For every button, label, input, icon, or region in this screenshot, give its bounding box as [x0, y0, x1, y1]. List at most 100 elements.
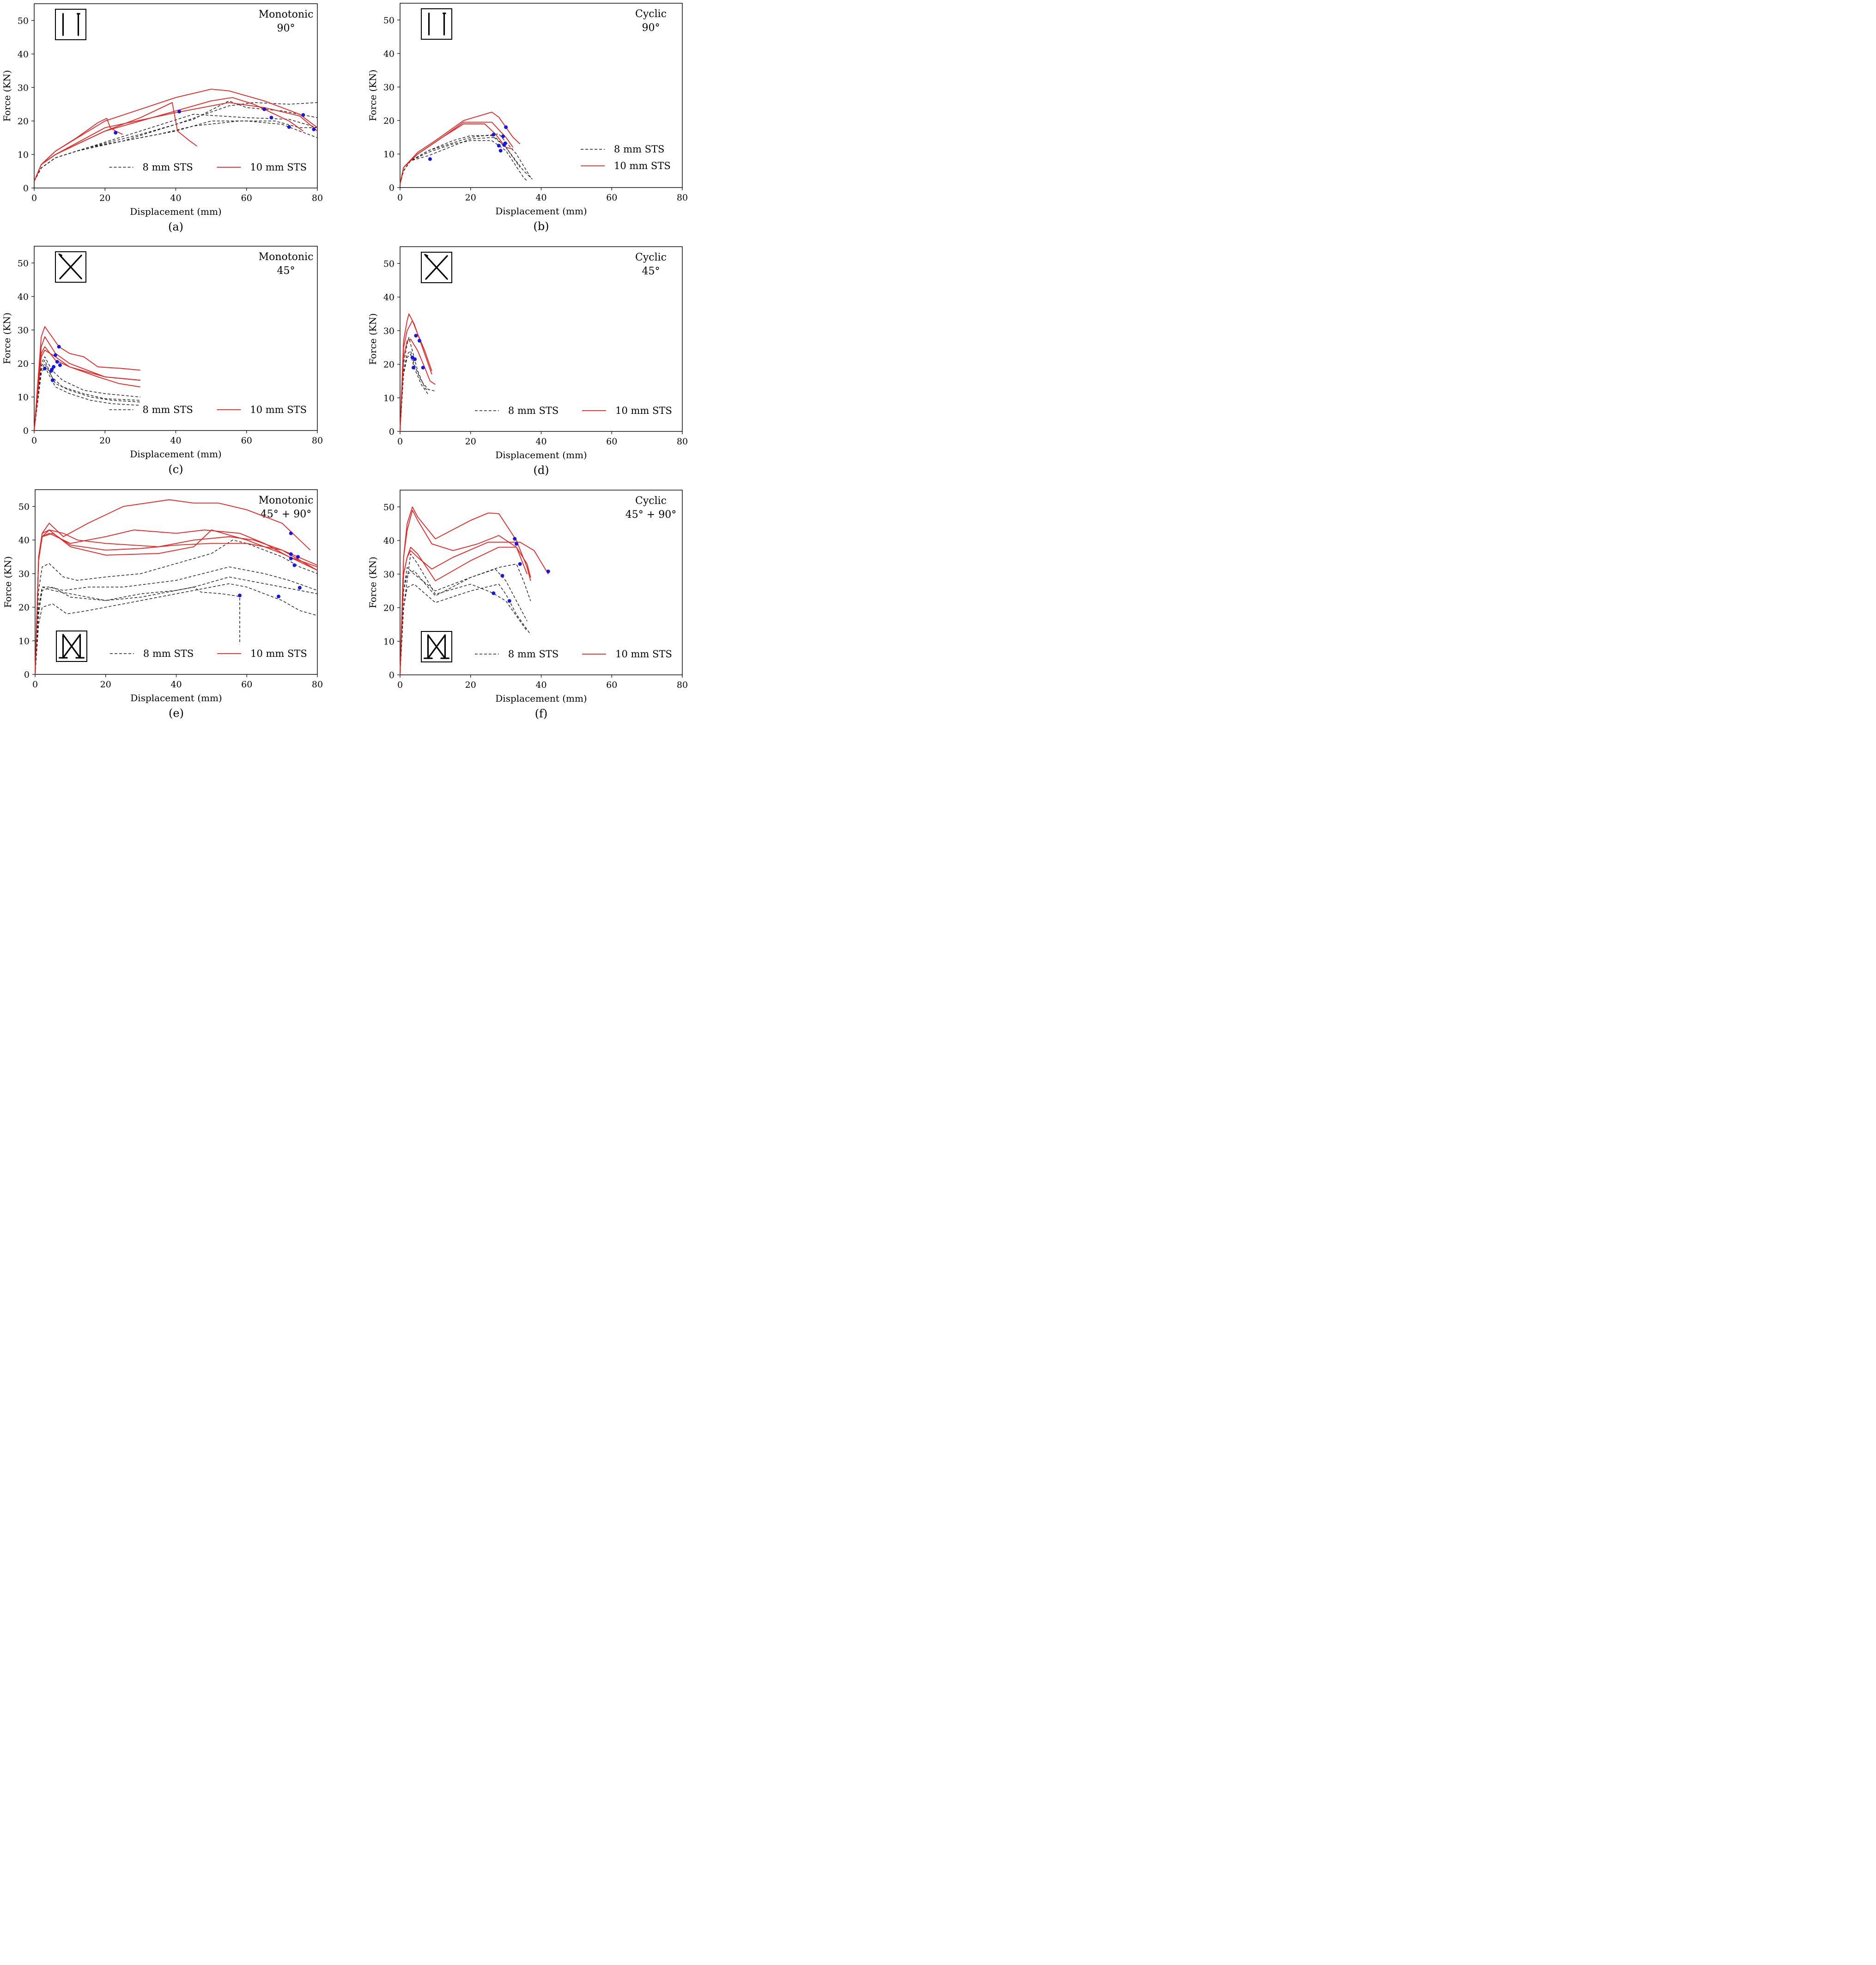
y-tick-label: 10 [383, 393, 395, 403]
x-tick-label: 40 [170, 436, 181, 446]
series-line-10mm [400, 313, 432, 432]
series-line-8mm [34, 363, 140, 431]
series-line-8mm [400, 553, 528, 675]
x-tick-label: 60 [241, 193, 252, 203]
legend-label-8mm: 8 mm STS [508, 649, 559, 660]
y-tick-label: 0 [389, 670, 395, 680]
screw-head [424, 254, 428, 257]
chart-panel-0: 0 20 40 60 80 0 10 20 30 40 50 Displacement (mm) For… [1, 3, 323, 233]
x-tick-label: 0 [31, 436, 37, 446]
series-line-10mm [34, 89, 318, 182]
y-tick-label: 20 [383, 360, 395, 370]
series-line-8mm [34, 121, 317, 182]
series-line-8mm [35, 576, 318, 675]
x-tick-label: 20 [465, 193, 476, 203]
y-tick-label: 40 [383, 536, 395, 546]
test-type-label: Cyclic [635, 252, 667, 263]
y-tick-label: 40 [383, 49, 395, 59]
y-tick-label: 10 [383, 149, 395, 159]
y-axis-label: Force (KN) [2, 556, 13, 608]
failure-marker [289, 557, 293, 561]
y-tick-label: 30 [383, 570, 395, 580]
y-tick-label: 20 [18, 359, 29, 369]
series-line-10mm [400, 339, 436, 432]
failure-marker [412, 365, 416, 370]
chart-panel-5: 0 20 40 60 80 0 10 20 30 40 50 Displacement (mm) For… [367, 490, 688, 720]
x-tick-label: 40 [535, 680, 546, 690]
test-type-label: Monotonic [259, 495, 314, 506]
y-axis-label: Force (KN) [1, 313, 12, 364]
failure-marker [177, 109, 182, 114]
failure-marker [414, 334, 418, 338]
y-tick-label: 0 [24, 670, 30, 680]
angle-label: 45° + 90° [261, 509, 311, 520]
x-tick-label: 20 [465, 680, 476, 690]
y-axis-label: Force (KN) [367, 70, 378, 121]
failure-marker [269, 115, 273, 120]
y-tick-label: 50 [383, 502, 395, 512]
failure-marker [421, 365, 425, 370]
y-tick-label: 0 [389, 183, 395, 193]
y-axis-label: Force (KN) [367, 313, 378, 365]
failure-marker [492, 133, 496, 137]
x-tick-label: 0 [32, 679, 38, 690]
x-tick-label: 0 [397, 193, 403, 203]
y-tick-label: 30 [18, 569, 30, 579]
two-vertical-screws-icon [421, 8, 452, 40]
series-line-10mm [34, 326, 140, 431]
series-line-10mm [35, 529, 318, 675]
failure-marker [52, 365, 56, 369]
x-tick-label: 80 [677, 437, 688, 447]
legend-label-8mm: 8 mm STS [143, 648, 194, 659]
two-vertical-screws-icon [55, 9, 86, 40]
x-tick-label: 80 [677, 680, 688, 690]
x-tick-label: 60 [606, 193, 617, 203]
failure-marker [262, 107, 267, 111]
failure-marker [292, 563, 297, 567]
panel-label: (b) [533, 220, 549, 233]
series-line-8mm [400, 350, 436, 432]
failure-marker [49, 369, 53, 373]
x-tick-label: 0 [31, 193, 37, 203]
failure-marker [276, 594, 280, 599]
y-tick-label: 40 [18, 49, 29, 60]
failure-marker [58, 363, 62, 367]
series-line-10mm [400, 506, 531, 675]
series-line-10mm [34, 350, 140, 431]
failure-marker [312, 127, 316, 132]
screw-diagonal-b [427, 634, 446, 659]
failure-marker [296, 555, 300, 559]
x-axis-label: Displacement (mm) [130, 206, 221, 217]
failure-marker [53, 353, 57, 357]
failure-marker [287, 125, 291, 129]
series-line-8mm [400, 337, 429, 432]
legend-label-10mm: 10 mm STS [250, 404, 307, 415]
series-line-10mm [400, 111, 521, 184]
series-line-10mm [400, 509, 531, 675]
y-tick-label: 0 [389, 427, 395, 437]
angle-label: 90° [277, 23, 295, 34]
failure-marker [502, 143, 506, 147]
failure-marker [546, 570, 550, 573]
failure-marker [507, 599, 511, 603]
y-tick-label: 30 [383, 82, 395, 92]
y-tick-label: 20 [383, 116, 395, 126]
y-tick-label: 0 [23, 183, 29, 194]
series-line-8mm [400, 569, 528, 675]
x-tick-label: 20 [99, 436, 110, 446]
failure-marker [42, 366, 47, 370]
test-type-label: Cyclic [635, 495, 667, 507]
failure-marker [513, 537, 517, 541]
panel-label: (a) [168, 220, 183, 233]
chart-panel-3: 0 20 40 60 80 0 10 20 30 40 50 Displacement (mm) For… [367, 246, 688, 477]
legend-label-10mm: 10 mm STS [614, 160, 671, 171]
series-line-8mm [400, 564, 531, 675]
y-tick-label: 0 [23, 426, 29, 436]
x-tick-label: 60 [241, 436, 252, 446]
panel-label: (e) [169, 707, 184, 720]
y-tick-label: 30 [18, 325, 29, 335]
y-tick-label: 50 [18, 258, 29, 268]
y-tick-label: 50 [383, 259, 395, 269]
failure-marker [50, 378, 55, 382]
y-axis-label: Force (KN) [367, 557, 378, 608]
